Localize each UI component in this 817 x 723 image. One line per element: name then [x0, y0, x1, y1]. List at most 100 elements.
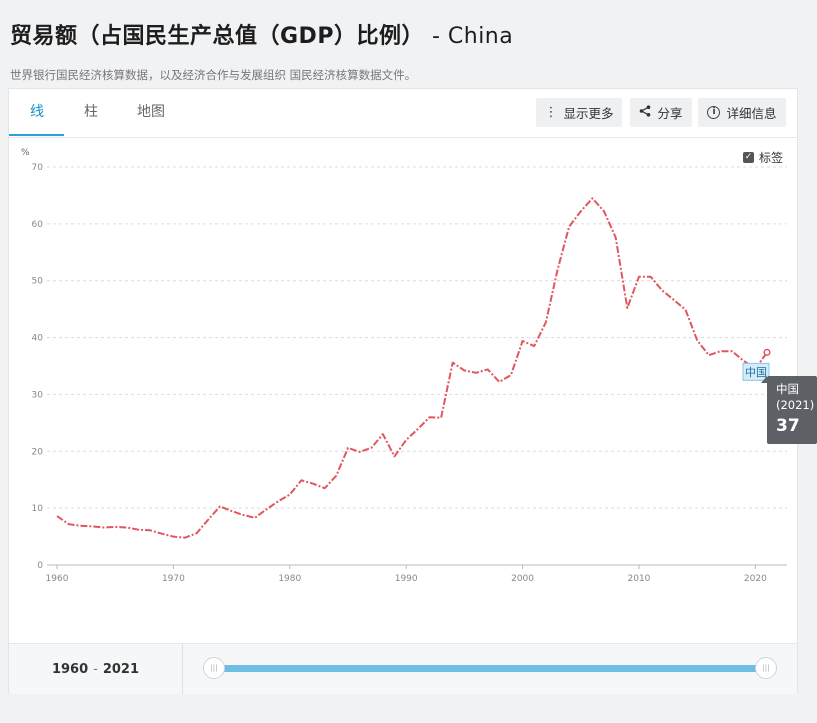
data-point[interactable]: [743, 360, 745, 362]
data-point[interactable]: [207, 519, 209, 521]
data-point[interactable]: [219, 506, 221, 508]
range-slider-track[interactable]: [215, 665, 767, 672]
data-point[interactable]: [417, 428, 419, 430]
data-point[interactable]: [114, 526, 116, 528]
data-point[interactable]: [359, 451, 361, 453]
tab-line[interactable]: 线: [30, 104, 44, 120]
range-footer: 1960 - 2021 ||| |||: [9, 643, 797, 694]
show-more-label: 显示更多: [563, 106, 614, 121]
data-point[interactable]: [545, 321, 547, 323]
title-text: 贸易额（占国民生产总值（GDP）比例）: [10, 24, 424, 49]
label-toggle-text: 标签: [758, 151, 783, 165]
data-point[interactable]: [394, 456, 396, 458]
data-point[interactable]: [149, 529, 151, 531]
y-tick-label: 10: [32, 504, 44, 514]
data-point[interactable]: [347, 447, 349, 449]
data-point[interactable]: [661, 289, 663, 291]
data-point[interactable]: [696, 340, 698, 342]
data-point[interactable]: [103, 527, 105, 529]
data-point[interactable]: [266, 508, 268, 510]
data-point[interactable]: [184, 537, 186, 539]
data-point[interactable]: [615, 237, 617, 239]
active-tab-indicator: [9, 134, 64, 136]
y-tick-label: 40: [32, 334, 44, 344]
data-point[interactable]: [68, 523, 70, 525]
details-label: 详细信息: [726, 106, 777, 121]
data-point[interactable]: [312, 483, 314, 485]
data-point[interactable]: [440, 417, 442, 419]
data-point[interactable]: [638, 276, 640, 278]
y-tick-label: 20: [32, 447, 44, 457]
series-label: 中国: [745, 366, 767, 379]
data-point[interactable]: [370, 447, 372, 449]
data-point[interactable]: [79, 525, 81, 527]
page-title: 贸易额（占国民生产总值（GDP）比例） - China: [10, 18, 513, 50]
y-tick-label: 30: [32, 390, 44, 400]
data-point[interactable]: [405, 439, 407, 441]
tooltip-year: (2021): [776, 398, 815, 412]
data-point[interactable]: [56, 515, 58, 517]
data-point[interactable]: [557, 269, 559, 271]
data-point[interactable]: [289, 494, 291, 496]
title-country: - China: [431, 24, 514, 49]
data-point[interactable]: [324, 487, 326, 489]
tooltip-arrow: [761, 376, 767, 383]
data-point[interactable]: [161, 533, 163, 535]
data-point[interactable]: [452, 362, 454, 364]
data-point[interactable]: [277, 500, 279, 502]
x-tick-label: 1960: [46, 574, 69, 584]
data-point[interactable]: [196, 532, 198, 534]
page-subtitle: 世界银行国民经济核算数据，以及经济合作与发展组织 国民经济核算数据文件。: [10, 68, 417, 82]
x-tick-label: 2020: [744, 574, 767, 584]
data-point[interactable]: [673, 299, 675, 301]
range-slider-end-handle[interactable]: |||: [755, 657, 777, 679]
data-point[interactable]: [498, 381, 500, 383]
data-point[interactable]: [231, 510, 233, 512]
data-point[interactable]: [487, 369, 489, 371]
details-button[interactable]: i 详细信息: [698, 98, 786, 127]
data-point[interactable]: [626, 307, 628, 309]
data-point[interactable]: [382, 433, 384, 435]
data-point[interactable]: [126, 527, 128, 529]
data-point[interactable]: [603, 210, 605, 212]
data-point[interactable]: [731, 350, 733, 352]
y-unit-label: %: [21, 148, 30, 158]
checkbox-checked-icon[interactable]: ✓: [742, 152, 754, 163]
data-point[interactable]: [254, 517, 256, 519]
chart-card: 线 柱 地图 ⋮ 显示更多 分享 i 详细信息 ✓ 标签 % 0 10 20 30 40 5…: [8, 88, 798, 694]
share-label: 分享: [657, 106, 683, 121]
y-tick-label: 70: [32, 163, 44, 173]
range-slider-start-handle[interactable]: |||: [203, 657, 225, 679]
data-point[interactable]: [720, 350, 722, 352]
data-point[interactable]: [138, 529, 140, 531]
share-button[interactable]: 分享: [630, 98, 692, 127]
tab-map[interactable]: 地图: [137, 104, 165, 120]
show-more-button[interactable]: ⋮ 显示更多: [536, 98, 622, 127]
last-point-marker[interactable]: [763, 348, 771, 356]
data-point[interactable]: [650, 276, 652, 278]
data-point[interactable]: [522, 340, 524, 342]
y-tick-label: 50: [32, 277, 44, 287]
data-point[interactable]: [242, 514, 244, 516]
data-point[interactable]: [533, 345, 535, 347]
data-point[interactable]: [172, 536, 174, 538]
data-point[interactable]: [475, 372, 477, 374]
data-point[interactable]: [580, 210, 582, 212]
data-point[interactable]: [592, 197, 594, 199]
data-point[interactable]: [301, 479, 303, 481]
label-toggle[interactable]: ✓ 标签: [742, 149, 783, 166]
data-point[interactable]: [463, 370, 465, 372]
data-point[interactable]: [685, 309, 687, 311]
tooltip-country: 中国: [776, 382, 799, 396]
data-point[interactable]: [335, 475, 337, 477]
x-tick-label: 2010: [628, 574, 651, 584]
data-point[interactable]: [510, 374, 512, 376]
tab-bar-chart[interactable]: 柱: [84, 104, 98, 120]
data-point[interactable]: [91, 525, 93, 527]
series-line: [56, 197, 768, 539]
data-point[interactable]: [708, 354, 710, 356]
x-tick-label: 1970: [162, 574, 185, 584]
data-point[interactable]: [568, 226, 570, 228]
info-icon: i: [707, 106, 721, 119]
data-point[interactable]: [429, 416, 431, 418]
